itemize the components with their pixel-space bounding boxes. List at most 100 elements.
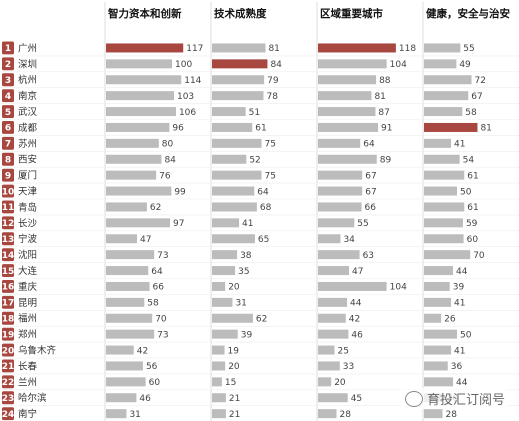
- bar: [106, 59, 172, 69]
- data-label: 100: [175, 60, 192, 70]
- bar: [212, 122, 253, 132]
- data-label: 75: [265, 140, 276, 150]
- data-label: 55: [463, 44, 474, 54]
- data-label: 28: [339, 410, 351, 420]
- city-label: 南宁: [18, 408, 37, 420]
- rank-badge: [2, 375, 14, 389]
- bar: [212, 186, 255, 196]
- data-label: 62: [150, 203, 161, 213]
- bar: [424, 122, 478, 132]
- data-label: 81: [374, 92, 385, 102]
- rank-badge: [2, 248, 14, 262]
- rank-badge: [2, 136, 14, 150]
- bar: [424, 202, 465, 212]
- rank-badge: [2, 295, 14, 309]
- data-label: 117: [186, 44, 203, 54]
- bar: [212, 250, 238, 260]
- rank-badge: [2, 327, 14, 341]
- bar: [106, 122, 170, 132]
- rank-badge: [2, 280, 14, 293]
- bar: [424, 361, 448, 371]
- bar: [424, 313, 442, 323]
- bar: [318, 107, 376, 117]
- rank-number: 10: [2, 187, 15, 197]
- city-label: 天津: [18, 186, 38, 197]
- data-label: 64: [151, 267, 163, 277]
- rank-number: 17: [2, 299, 15, 309]
- bar: [212, 138, 262, 148]
- data-label: 78: [266, 92, 278, 102]
- bar: [424, 377, 454, 387]
- data-label: 38: [240, 251, 252, 261]
- bar: [106, 186, 172, 196]
- city-label: 西安: [18, 154, 37, 166]
- data-label: 58: [147, 299, 159, 309]
- bar: [318, 91, 372, 101]
- data-label: 60: [149, 378, 161, 388]
- data-label: 55: [357, 219, 368, 229]
- data-label: 72: [475, 76, 486, 86]
- city-label: 青岛: [18, 201, 37, 213]
- data-label: 103: [177, 92, 194, 102]
- bar: [318, 218, 355, 228]
- city-label: 长沙: [18, 217, 38, 229]
- bar: [424, 345, 452, 355]
- data-label: 56: [146, 362, 158, 372]
- data-label: 47: [140, 235, 151, 245]
- data-label: 99: [174, 187, 186, 197]
- city-label: 重庆: [18, 281, 38, 293]
- city-label: 成都: [18, 122, 38, 134]
- data-label: 70: [473, 251, 485, 261]
- data-label: 88: [379, 76, 391, 86]
- city-label: 昆明: [18, 298, 37, 309]
- rank-badge: [2, 232, 14, 246]
- bar: [318, 266, 350, 276]
- bar: [212, 345, 225, 355]
- bar: [424, 218, 463, 228]
- city-label: 大连: [18, 265, 38, 277]
- rank-number: 19: [2, 330, 15, 340]
- bar: [212, 393, 226, 403]
- bar: [212, 329, 238, 339]
- data-label: 25: [338, 346, 349, 356]
- data-label: 50: [460, 330, 472, 340]
- bar: [106, 393, 137, 403]
- bar: [212, 43, 266, 53]
- bar: [424, 250, 471, 260]
- rank-number: 15: [2, 267, 15, 277]
- bar: [212, 266, 236, 276]
- data-label: 54: [463, 155, 475, 165]
- data-label: 41: [242, 219, 253, 229]
- rank-number: 3: [5, 76, 11, 86]
- bar: [424, 297, 452, 307]
- bar: [318, 186, 363, 196]
- data-label: 114: [184, 76, 201, 86]
- bar: [212, 281, 226, 291]
- data-label: 79: [267, 76, 279, 86]
- data-label: 64: [363, 140, 375, 150]
- data-label: 34: [343, 235, 355, 245]
- data-label: 104: [390, 60, 407, 70]
- data-label: 50: [460, 187, 472, 197]
- rank-badge: [2, 121, 14, 134]
- city-label: 福州: [18, 313, 37, 325]
- city-label: 哈尔滨: [18, 392, 47, 404]
- bar: [106, 234, 138, 244]
- data-label: 73: [157, 330, 168, 340]
- city-label: 沈阳: [18, 249, 37, 261]
- data-label: 67: [365, 187, 376, 197]
- data-label: 89: [380, 155, 392, 165]
- rank-number: 18: [2, 314, 15, 324]
- bar: [106, 202, 147, 212]
- bar: [212, 409, 226, 419]
- data-label: 19: [228, 346, 240, 356]
- bar: [318, 409, 337, 419]
- bar: [318, 234, 341, 244]
- bar: [212, 218, 240, 228]
- data-label: 66: [153, 283, 165, 293]
- data-label: 58: [465, 108, 477, 118]
- bar: [424, 75, 472, 85]
- city-label: 乌鲁木齐: [18, 344, 57, 356]
- city-label: 南京: [18, 90, 37, 102]
